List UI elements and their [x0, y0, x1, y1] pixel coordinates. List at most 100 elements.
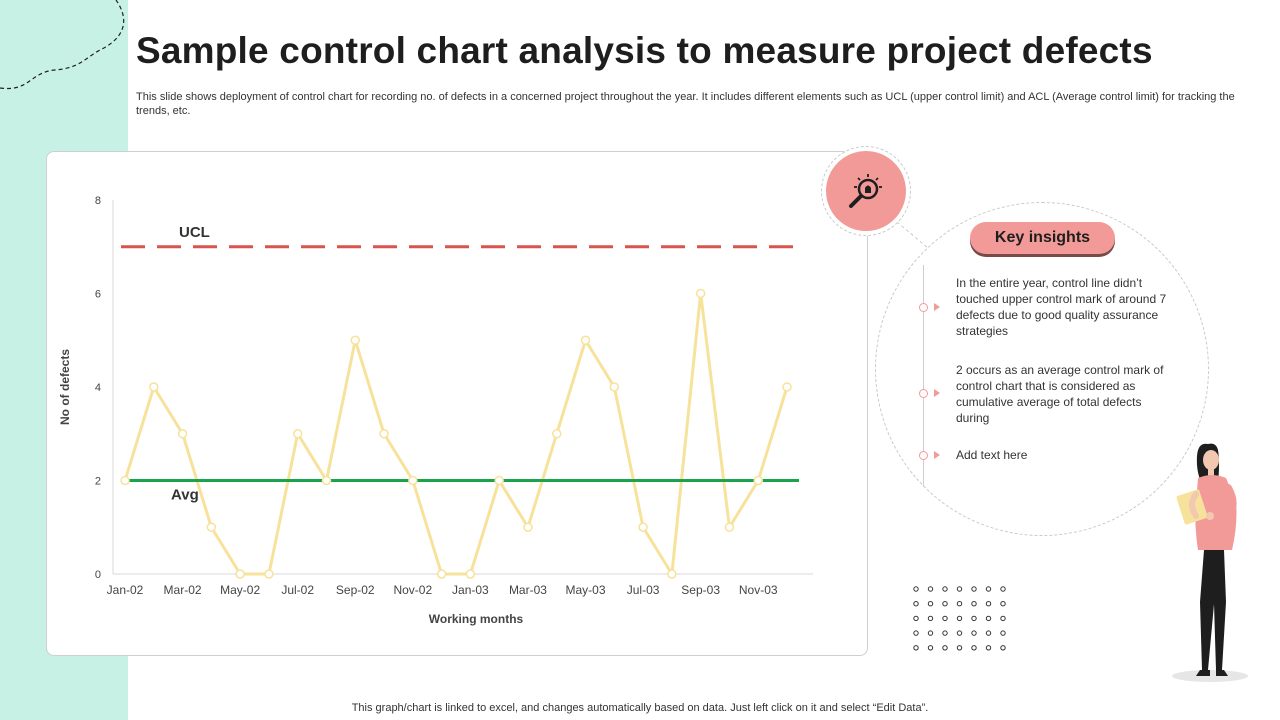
x-tick-label: Jul-03	[627, 583, 660, 597]
footer-note: This graph/chart is linked to excel, and…	[351, 702, 929, 714]
decor-dot	[927, 601, 934, 607]
decor-dot	[956, 615, 963, 622]
data-point	[264, 569, 274, 579]
decor-dot	[971, 630, 977, 636]
decor-dot	[956, 586, 963, 592]
insight-bullet-1	[919, 303, 928, 312]
lightbulb-magnifier-icon	[849, 174, 882, 208]
decor-dot	[927, 615, 934, 622]
decor-dot	[1000, 630, 1006, 636]
decor-dot	[971, 615, 977, 622]
data-point	[609, 382, 620, 392]
decor-dot	[913, 645, 919, 651]
decor-dot	[985, 615, 992, 622]
insights-timeline	[923, 265, 924, 487]
decor-dot	[942, 630, 948, 636]
decor-dot	[971, 586, 977, 592]
avg-label: Avg	[171, 487, 199, 504]
decor-dot	[913, 601, 919, 607]
data-point	[436, 569, 447, 579]
data-point	[408, 475, 418, 486]
insight-arrow-3	[934, 451, 940, 459]
decor-dot	[971, 645, 977, 651]
woman-with-clipboard-illustration	[1172, 443, 1248, 682]
x-tick-label: Jan-03	[452, 583, 489, 597]
x-tick-label: Sep-02	[336, 583, 375, 597]
insight-arrow-2	[934, 389, 940, 397]
data-point	[523, 522, 533, 532]
x-tick-label: Sep-03	[681, 583, 720, 597]
decor-dot	[985, 601, 992, 607]
decor-dot	[985, 645, 992, 651]
data-point	[494, 475, 504, 486]
x-axis-title: Working months	[429, 612, 524, 626]
data-point	[206, 522, 217, 532]
y-tick-label: 8	[95, 195, 101, 207]
data-point	[149, 382, 159, 392]
decor-dot	[971, 601, 977, 607]
decor-dot	[927, 645, 934, 651]
chart-card[interactable]: 0 2 4 6 8 Jan-02 Mar-02 May-02 Jul-02 Sep-02 Nov-0…	[46, 151, 868, 656]
control-chart[interactable]: 0 2 4 6 8 Jan-02 Mar-02 May-02 Jul-02 Sep-02 Nov-0…	[47, 152, 869, 657]
insights-circle	[875, 202, 1209, 536]
x-tick-label: Jul-02	[281, 583, 314, 597]
x-tick-label: May-02	[220, 583, 260, 597]
insight-bullet-2	[919, 389, 928, 398]
decor-dot	[956, 630, 963, 636]
y-tick-label: 2	[95, 476, 101, 488]
x-tick-label: Mar-03	[509, 583, 547, 597]
decor-dot	[942, 586, 948, 592]
x-tick-label: Mar-02	[164, 583, 202, 597]
decorative-dashed-curve	[0, 0, 125, 90]
decor-dot	[985, 586, 992, 592]
key-insights-heading: Key insights	[970, 222, 1115, 254]
data-point	[667, 569, 677, 579]
decor-dot	[985, 630, 992, 636]
x-tick-label: Nov-03	[739, 583, 778, 597]
y-axis-title: No of defects	[58, 349, 72, 425]
data-point	[120, 475, 130, 486]
decor-dot	[1000, 645, 1006, 651]
insight-icon-circle	[826, 151, 906, 231]
data-point	[782, 382, 792, 392]
data-point	[379, 429, 389, 439]
data-point	[695, 288, 706, 299]
decor-dot	[942, 615, 948, 622]
y-tick-label: 4	[95, 382, 101, 394]
decor-dot	[913, 630, 919, 636]
data-point	[321, 475, 332, 486]
page-subtitle: This slide shows deployment of control c…	[136, 91, 1235, 117]
decor-dot	[942, 645, 948, 651]
decor-dot	[913, 615, 919, 622]
decor-dot	[927, 586, 934, 592]
data-point	[177, 429, 188, 439]
decor-dot	[1000, 615, 1006, 622]
decor-dot	[942, 601, 948, 607]
y-tick-label: 6	[95, 289, 101, 301]
insight-arrow-1	[934, 303, 940, 311]
data-point	[292, 429, 303, 439]
insight-item-1: In the entire year, control line didn’t …	[956, 276, 1167, 338]
x-tick-label: Jan-02	[107, 583, 144, 597]
insight-item-3: Add text here	[956, 448, 1028, 462]
decor-dot	[927, 630, 934, 636]
decor-dot	[1000, 601, 1006, 607]
y-tick-label: 0	[95, 569, 101, 581]
insight-bullet-3	[919, 451, 928, 460]
decor-dot	[1000, 586, 1006, 592]
insight-item-2: 2 occurs as an average control mark of c…	[956, 363, 1164, 425]
x-tick-label: May-03	[566, 583, 606, 597]
data-point	[638, 522, 648, 532]
data-point	[465, 569, 476, 579]
ucl-label: UCL	[179, 224, 210, 241]
decor-dot	[913, 586, 919, 592]
page-title: Sample control chart analysis to measure…	[136, 30, 1153, 71]
data-point	[724, 522, 735, 532]
decor-dot	[956, 645, 963, 651]
x-tick-label: Nov-02	[393, 583, 432, 597]
series-line	[123, 292, 789, 576]
data-point	[350, 335, 361, 345]
data-point	[753, 475, 763, 486]
data-point	[551, 429, 562, 439]
